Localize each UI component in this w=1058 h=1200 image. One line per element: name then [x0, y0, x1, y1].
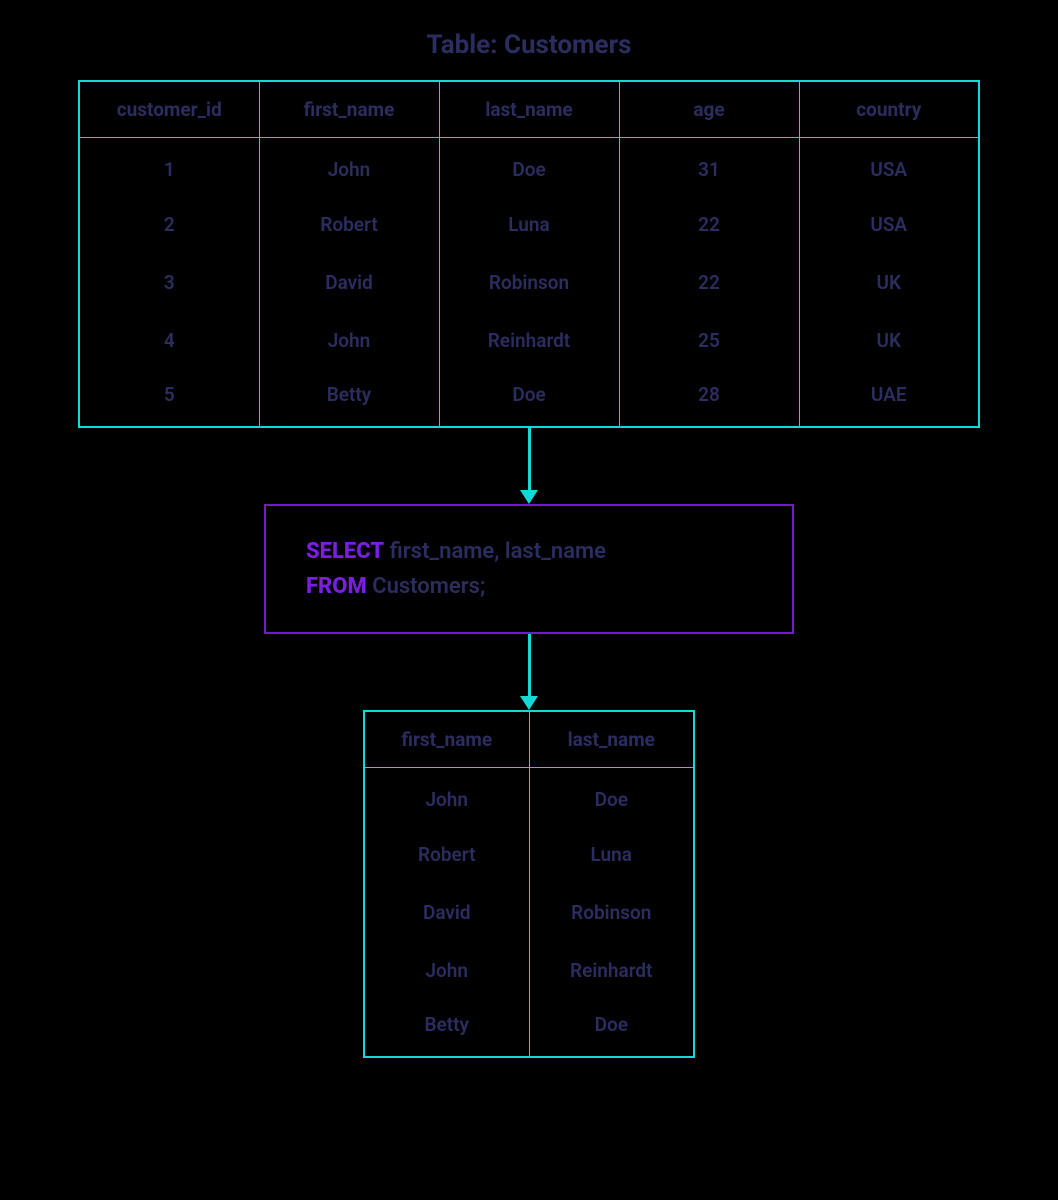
table-cell: Luna: [439, 195, 619, 253]
table-row: 5BettyDoe28UAE: [79, 369, 979, 427]
arrow-down-1: [520, 428, 538, 504]
column-header: country: [799, 81, 979, 137]
table-cell: Reinhardt: [439, 311, 619, 369]
table-cell: John: [364, 941, 529, 999]
table-row: BettyDoe: [364, 999, 694, 1057]
table-cell: David: [259, 253, 439, 311]
table-cell: USA: [799, 137, 979, 195]
table-cell: 2: [79, 195, 259, 253]
sql-keyword-select: SELECT: [306, 539, 384, 564]
table-row: RobertLuna: [364, 825, 694, 883]
table-cell: UK: [799, 253, 979, 311]
sql-keyword-from: FROM: [306, 574, 367, 599]
table-cell: Robinson: [439, 253, 619, 311]
column-header: customer_id: [79, 81, 259, 137]
sql-text-2: Customers;: [367, 574, 486, 599]
table-cell: John: [364, 767, 529, 825]
arrow-down-2: [520, 634, 538, 710]
table-cell: Betty: [364, 999, 529, 1057]
result-table: first_namelast_name JohnDoeRobertLunaDav…: [363, 710, 695, 1058]
table-row: 2RobertLuna22USA: [79, 195, 979, 253]
table-cell: 25: [619, 311, 799, 369]
table-row: 1JohnDoe31USA: [79, 137, 979, 195]
table-row: DavidRobinson: [364, 883, 694, 941]
table-cell: Robert: [364, 825, 529, 883]
table-cell: 5: [79, 369, 259, 427]
sql-line-2: FROM Customers;: [306, 569, 752, 604]
table-cell: USA: [799, 195, 979, 253]
table-cell: Robinson: [529, 883, 694, 941]
table-row: 3DavidRobinson22UK: [79, 253, 979, 311]
table-row: JohnReinhardt: [364, 941, 694, 999]
table-row: 4JohnReinhardt25UK: [79, 311, 979, 369]
table-cell: Doe: [529, 767, 694, 825]
column-header: first_name: [259, 81, 439, 137]
table-cell: Doe: [439, 137, 619, 195]
table-cell: Luna: [529, 825, 694, 883]
column-header: age: [619, 81, 799, 137]
diagram-title: Table: Customers: [427, 30, 632, 60]
table-cell: UAE: [799, 369, 979, 427]
table-cell: 31: [619, 137, 799, 195]
column-header: last_name: [529, 711, 694, 767]
table-row: JohnDoe: [364, 767, 694, 825]
table-cell: UK: [799, 311, 979, 369]
table-cell: Reinhardt: [529, 941, 694, 999]
table-cell: 3: [79, 253, 259, 311]
source-table: customer_idfirst_namelast_nameagecountry…: [78, 80, 980, 428]
table-cell: 22: [619, 195, 799, 253]
sql-query-box: SELECT first_name, last_name FROM Custom…: [264, 504, 794, 634]
table-cell: 4: [79, 311, 259, 369]
table-cell: John: [259, 137, 439, 195]
table-cell: Betty: [259, 369, 439, 427]
table-cell: 1: [79, 137, 259, 195]
column-header: last_name: [439, 81, 619, 137]
table-cell: Robert: [259, 195, 439, 253]
table-cell: John: [259, 311, 439, 369]
table-cell: 22: [619, 253, 799, 311]
column-header: first_name: [364, 711, 529, 767]
table-cell: 28: [619, 369, 799, 427]
table-cell: Doe: [529, 999, 694, 1057]
table-cell: Doe: [439, 369, 619, 427]
table-cell: David: [364, 883, 529, 941]
sql-text-1: first_name, last_name: [384, 539, 606, 564]
sql-line-1: SELECT first_name, last_name: [306, 534, 752, 569]
